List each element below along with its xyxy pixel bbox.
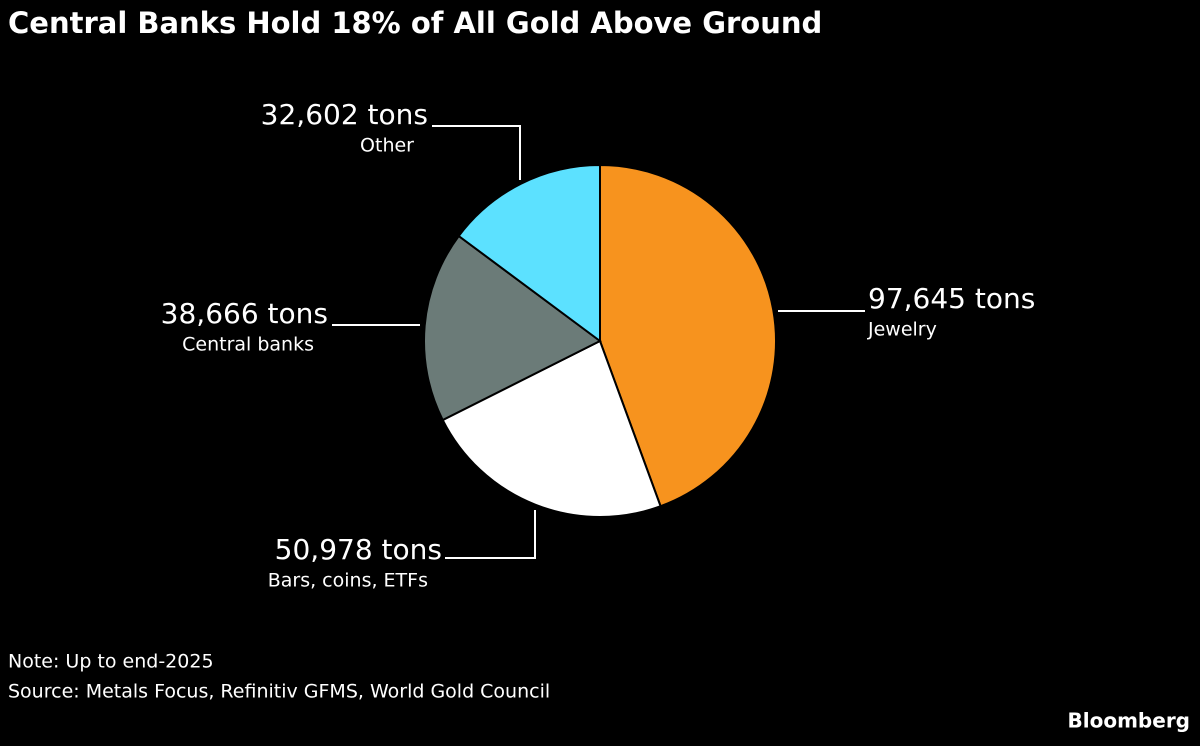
category-label: Bars, coins, ETFs [268, 570, 428, 592]
source: Source: Metals Focus, Refinitiv GFMS, Wo… [8, 681, 550, 703]
pie-slice [441, 339, 662, 518]
credit: Bloomberg [1068, 709, 1190, 733]
pie-slice [457, 163, 601, 343]
leader-line [445, 510, 536, 559]
pie-slice [423, 234, 602, 422]
value-label: 32,602 tons [261, 98, 428, 131]
category-label: Jewelry [867, 319, 937, 341]
pie-slice [599, 163, 777, 508]
category-label: Other [360, 135, 414, 157]
chart-title: Central Banks Hold 18% of All Gold Above… [8, 6, 822, 40]
leader-line [432, 125, 521, 180]
value-label: 50,978 tons [275, 533, 442, 566]
value-label: 97,645 tons [868, 282, 1035, 315]
value-label: 38,666 tons [161, 297, 328, 330]
category-label: Central banks [182, 334, 314, 356]
note: Note: Up to end-2025 [8, 651, 214, 673]
